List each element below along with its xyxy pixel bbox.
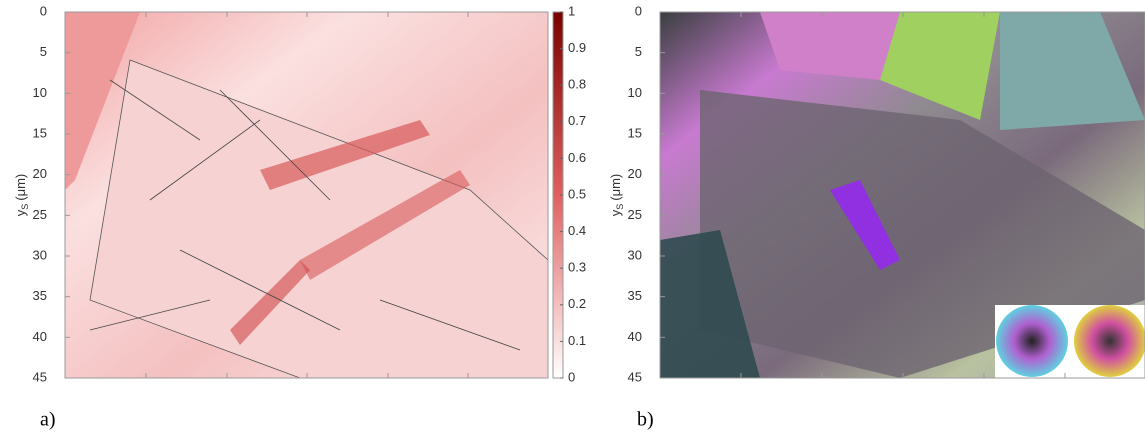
y-tick-label: 30 bbox=[33, 247, 47, 262]
y-tick-label: 25 bbox=[628, 207, 642, 222]
colorbar-tick-label: 0.3 bbox=[568, 260, 586, 275]
colorbar-tick-label: 0.5 bbox=[568, 186, 586, 201]
y-tick-label: 35 bbox=[33, 288, 47, 303]
y-tick-label: 10 bbox=[628, 85, 642, 100]
y-label-unit: (μm) bbox=[608, 174, 623, 201]
y-tick-label: 25 bbox=[33, 207, 47, 222]
y-tick-label: 35 bbox=[628, 288, 642, 303]
y-label-unit: (μm) bbox=[13, 174, 28, 201]
y-axis-label: yS(μm) bbox=[13, 174, 30, 217]
colorbar-tick-label: 1 bbox=[568, 3, 575, 18]
y-tick-label: 30 bbox=[628, 247, 642, 262]
colorbar-tick-label: 0.8 bbox=[568, 77, 586, 92]
figure: 051015202530354045yS(μm)a)00.10.20.30.40… bbox=[0, 0, 1145, 439]
y-label-sub: S bbox=[20, 204, 30, 210]
y-tick-label: 40 bbox=[33, 329, 47, 344]
colorbar-tick-label: 0.2 bbox=[568, 296, 586, 311]
panel-label: a) bbox=[40, 409, 56, 431]
y-tick-label: 5 bbox=[40, 44, 47, 59]
map-a bbox=[65, 12, 548, 378]
y-tick-label: 10 bbox=[33, 85, 47, 100]
y-tick-label: 0 bbox=[40, 3, 47, 18]
y-label-sub: S bbox=[615, 204, 625, 210]
panel-label: b) bbox=[637, 409, 654, 431]
y-tick-label: 40 bbox=[628, 329, 642, 344]
y-tick-label: 45 bbox=[33, 369, 47, 384]
y-tick-label: 5 bbox=[635, 44, 642, 59]
map-b bbox=[660, 12, 1145, 378]
colorbar-tick-label: 0.9 bbox=[568, 40, 586, 55]
y-tick-label: 15 bbox=[628, 125, 642, 140]
colorbar-tick-label: 0.7 bbox=[568, 113, 586, 128]
colorbar-tick-label: 0.6 bbox=[568, 150, 586, 165]
y-tick-label: 20 bbox=[33, 166, 47, 181]
y-tick-label: 45 bbox=[628, 369, 642, 384]
colorbar-tick-label: 0 bbox=[568, 369, 575, 384]
y-tick-label: 20 bbox=[628, 166, 642, 181]
colorbar-tick-label: 0.4 bbox=[568, 223, 586, 238]
y-tick-label: 15 bbox=[33, 125, 47, 140]
colorbar-tick-label: 0.1 bbox=[568, 333, 586, 348]
y-tick-label: 0 bbox=[635, 3, 642, 18]
y-axis-label: yS(μm) bbox=[608, 174, 625, 217]
